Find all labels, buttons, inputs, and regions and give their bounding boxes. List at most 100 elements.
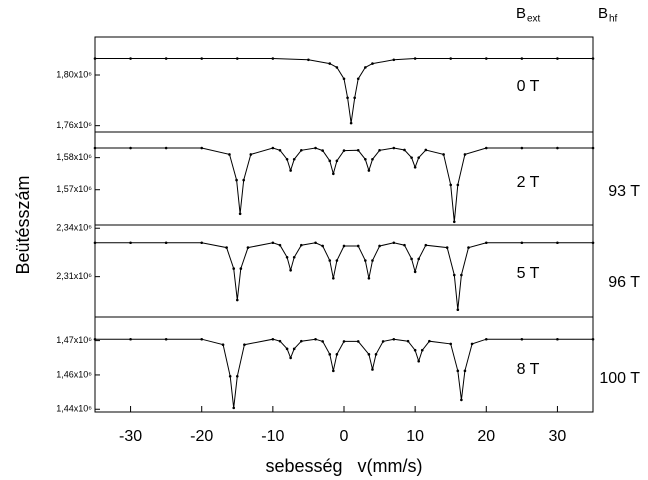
data-point [335, 353, 339, 356]
data-point [356, 148, 360, 152]
y-tick-label: 1,80x10⁶ [56, 69, 92, 79]
data-point [278, 339, 282, 343]
data-point [456, 308, 460, 312]
data-point [285, 157, 289, 161]
data-point [278, 243, 282, 247]
data-point [228, 153, 231, 156]
data-point [367, 353, 371, 356]
data-point [356, 77, 360, 81]
data-point [591, 241, 595, 245]
data-point [328, 353, 332, 356]
data-point [413, 348, 417, 352]
data-point [235, 298, 239, 302]
data-point [129, 337, 132, 341]
data-point [364, 66, 367, 69]
y-tick-label: 1,57x10⁶ [56, 184, 92, 194]
data-point [484, 146, 488, 150]
data-point [200, 146, 204, 150]
data-point [364, 259, 367, 262]
data-point [285, 255, 289, 259]
data-point [332, 369, 335, 373]
data-point [335, 259, 339, 262]
data-point [413, 57, 417, 60]
data-point [278, 148, 282, 152]
x-tick-label: 0 [340, 428, 349, 445]
data-point [238, 212, 242, 216]
data-point [556, 57, 559, 60]
data-point [332, 276, 335, 280]
data-point [403, 148, 406, 152]
data-point [271, 337, 275, 341]
data-point [410, 257, 413, 261]
data-point [271, 241, 275, 245]
data-point [335, 159, 339, 163]
data-point [342, 340, 346, 343]
data-point [93, 146, 97, 150]
data-point [353, 96, 356, 100]
x-tick-label: 30 [549, 428, 567, 445]
data-point [129, 57, 132, 60]
data-point [228, 375, 232, 378]
data-point [452, 273, 456, 277]
data-point [335, 66, 339, 69]
data-point [307, 58, 310, 62]
data-point [417, 257, 421, 261]
data-point [93, 57, 97, 60]
data-point [413, 165, 417, 169]
data-point [232, 267, 236, 270]
data-point [300, 243, 303, 247]
data-point [246, 246, 250, 249]
field-label: 8 T [517, 361, 540, 378]
data-point [164, 241, 168, 245]
data-point [346, 96, 349, 100]
y-tick-label: 1,46x10⁶ [56, 369, 92, 379]
b-hf-subscript: hf [609, 14, 618, 25]
data-point [520, 57, 524, 60]
y-tick-label: 2,34x10⁶ [56, 223, 92, 233]
data-point [520, 241, 524, 245]
data-point [403, 243, 406, 247]
y-tick-label: 1,47x10⁶ [56, 335, 92, 345]
x-tick-label: -20 [190, 428, 213, 445]
data-point [371, 62, 374, 65]
data-point [392, 146, 396, 150]
data-point [232, 406, 236, 410]
x-tick-label: 10 [406, 428, 424, 445]
data-point [463, 153, 467, 156]
y-tick-label: 1,58x10⁶ [56, 152, 92, 162]
data-point [249, 153, 253, 156]
data-point [378, 148, 381, 152]
x-tick-label: -10 [261, 428, 284, 445]
data-point [364, 157, 367, 161]
data-point [442, 153, 445, 156]
data-point [342, 77, 346, 81]
data-point [556, 146, 559, 150]
y-axis-label: Beütésszám [13, 175, 33, 274]
data-point [356, 244, 360, 248]
data-point [449, 183, 453, 187]
b-ext-symbol: B [516, 5, 526, 22]
x-tick-label: 20 [477, 428, 495, 445]
data-point [378, 244, 381, 248]
data-point [164, 337, 168, 341]
data-point [93, 337, 97, 341]
hyperfine-field: 100 T [599, 370, 640, 387]
data-point [467, 246, 470, 249]
data-point [371, 259, 374, 262]
data-point [371, 368, 374, 371]
data-point [328, 259, 332, 262]
data-point [221, 343, 225, 347]
data-point [235, 375, 239, 378]
data-point [292, 157, 296, 161]
data-point [129, 146, 132, 150]
data-point [367, 169, 371, 172]
data-point [470, 342, 474, 346]
data-point [456, 183, 460, 187]
field-label: 0 T [517, 78, 540, 95]
data-point [417, 156, 421, 159]
data-point [456, 369, 460, 373]
data-point [556, 241, 559, 245]
data-point [164, 57, 168, 60]
data-point [321, 340, 324, 343]
